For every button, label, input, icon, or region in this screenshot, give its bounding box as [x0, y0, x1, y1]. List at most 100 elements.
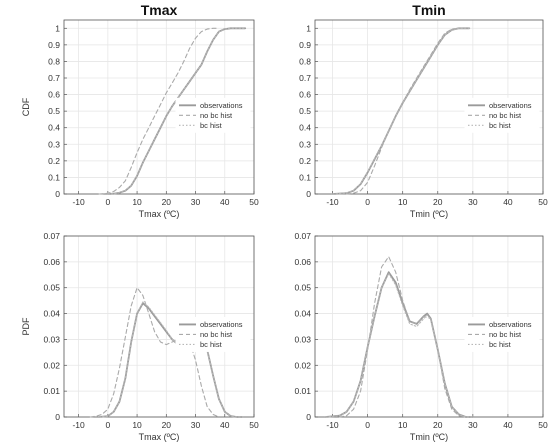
legend-label: no bc hist: [489, 111, 522, 120]
x-tick-label: 0: [105, 420, 110, 430]
x-tick-label: 20: [433, 197, 443, 207]
x-tick-label: 40: [503, 420, 513, 430]
y-tick-label: 0: [55, 412, 60, 422]
x-tick-label: 10: [132, 197, 142, 207]
x-tick-label: 30: [468, 420, 478, 430]
x-axis-label: Tmax (ºC): [139, 432, 180, 442]
x-tick-label: 50: [249, 420, 259, 430]
y-tick-label: 0.5: [299, 106, 311, 116]
axes-frame: [63, 235, 255, 418]
y-tick-label: 0.7: [48, 73, 60, 83]
legend-label: no bc hist: [200, 330, 233, 339]
series-line-bc-hist: [98, 301, 243, 418]
x-axis-label: Tmax (ºC): [139, 209, 180, 219]
y-tick-label: 0.6: [48, 90, 60, 100]
x-tick-label: 20: [433, 420, 443, 430]
y-tick-label: 0.3: [299, 139, 311, 149]
y-axis-label: PDF: [21, 317, 31, 336]
y-tick-label: 0.8: [48, 56, 60, 66]
y-tick-label: 0.2: [48, 156, 60, 166]
y-tick-label: 0.02: [294, 360, 311, 370]
y-tick-label: 0.04: [43, 309, 60, 319]
y-tick-label: 0.01: [43, 386, 60, 396]
axes-frame: [63, 19, 255, 195]
y-tick-label: 0.05: [294, 283, 311, 293]
y-tick-label: 0.05: [43, 283, 60, 293]
y-tick-label: 1: [306, 23, 311, 33]
y-tick-label: 0.2: [299, 156, 311, 166]
x-tick-label: 0: [365, 420, 370, 430]
legend-label: observations: [200, 320, 243, 329]
x-tick-label: 10: [398, 420, 408, 430]
x-tick-label: 30: [191, 420, 201, 430]
x-tick-label: 0: [105, 197, 110, 207]
y-tick-label: 0.04: [294, 309, 311, 319]
series-line-bc-hist: [324, 272, 474, 418]
y-tick-label: 0.1: [299, 172, 311, 182]
y-tick-label: 0.3: [48, 139, 60, 149]
x-tick-label: 0: [365, 197, 370, 207]
y-tick-label: 0.06: [43, 257, 60, 267]
y-tick-label: 0.02: [43, 360, 60, 370]
y-axis-label: CDF: [21, 97, 31, 116]
series-line-no-bc-hist: [98, 27, 220, 195]
y-tick-label: 0.5: [48, 106, 60, 116]
y-tick-label: 0.1: [48, 172, 60, 182]
y-tick-label: 0.06: [294, 257, 311, 267]
y-tick-label: 1: [55, 23, 60, 33]
y-tick-label: 0: [55, 189, 60, 199]
y-tick-label: 0.03: [294, 334, 311, 344]
x-tick-label: 20: [162, 197, 172, 207]
y-tick-label: 0.9: [299, 40, 311, 50]
x-tick-label: 50: [249, 197, 259, 207]
x-tick-label: 10: [398, 197, 408, 207]
x-axis-label: Tmin (ºC): [410, 209, 448, 219]
x-tick-label: 50: [538, 420, 548, 430]
chart-panel-2: -10 0 10 20 30 40 50 0 0.1 0.2 0.3 0.4 0.5 0.6 0.7 0.8 0…: [299, 2, 548, 219]
y-tick-label: 0.03: [43, 334, 60, 344]
x-tick-label: 30: [191, 197, 201, 207]
y-tick-label: 0.6: [299, 90, 311, 100]
x-tick-label: 40: [220, 197, 230, 207]
y-tick-label: 0.7: [299, 73, 311, 83]
x-tick-label: 10: [132, 420, 142, 430]
x-tick-label: -10: [72, 420, 85, 430]
y-tick-label: 0.9: [48, 40, 60, 50]
x-tick-label: 30: [468, 197, 478, 207]
series-line-bc-hist: [107, 27, 246, 195]
legend-label: bc hist: [489, 340, 512, 349]
y-tick-label: 0.8: [299, 56, 311, 66]
chart-title: Tmin: [412, 2, 445, 18]
y-tick-label: 0.07: [43, 231, 60, 241]
series-line-no-bc-hist: [89, 287, 220, 418]
legend-label: observations: [489, 101, 532, 110]
x-tick-label: -10: [326, 420, 339, 430]
x-tick-label: 40: [503, 197, 513, 207]
y-tick-label: 0.01: [294, 386, 311, 396]
series-line-bc-hist: [331, 27, 470, 195]
x-tick-label: 50: [538, 197, 548, 207]
legend-label: no bc hist: [200, 111, 233, 120]
series-line-no-bc-hist: [339, 256, 467, 418]
legend-label: bc hist: [200, 340, 223, 349]
chart-panel-1: -10 0 10 20 30 40 50 0 0.1 0.2 0.3 0.4 0.5 0.6 0.7 0.8 0…: [21, 2, 259, 219]
chart-panel-4: -10 0 10 20 30 40 50 0 0.01 0.02 0.03 0.04 0.05 0.06 0…: [294, 231, 548, 442]
y-tick-label: 0.4: [299, 123, 311, 133]
y-tick-label: 0.4: [48, 123, 60, 133]
axes-frame: [314, 235, 544, 418]
legend-label: bc hist: [489, 121, 512, 130]
x-tick-label: -10: [72, 197, 85, 207]
axes-frame: [314, 19, 544, 195]
x-tick-label: 20: [162, 420, 172, 430]
chart-panel-3: -10 0 10 20 30 40 50 0 0.01 0.02 0.03 0.04 0.05 0.06 0…: [21, 231, 259, 442]
y-tick-label: 0.07: [294, 231, 311, 241]
legend-label: observations: [489, 320, 532, 329]
y-tick-label: 0: [306, 412, 311, 422]
x-tick-label: 40: [220, 420, 230, 430]
x-axis-label: Tmin (ºC): [410, 432, 448, 442]
legend-label: no bc hist: [489, 330, 522, 339]
